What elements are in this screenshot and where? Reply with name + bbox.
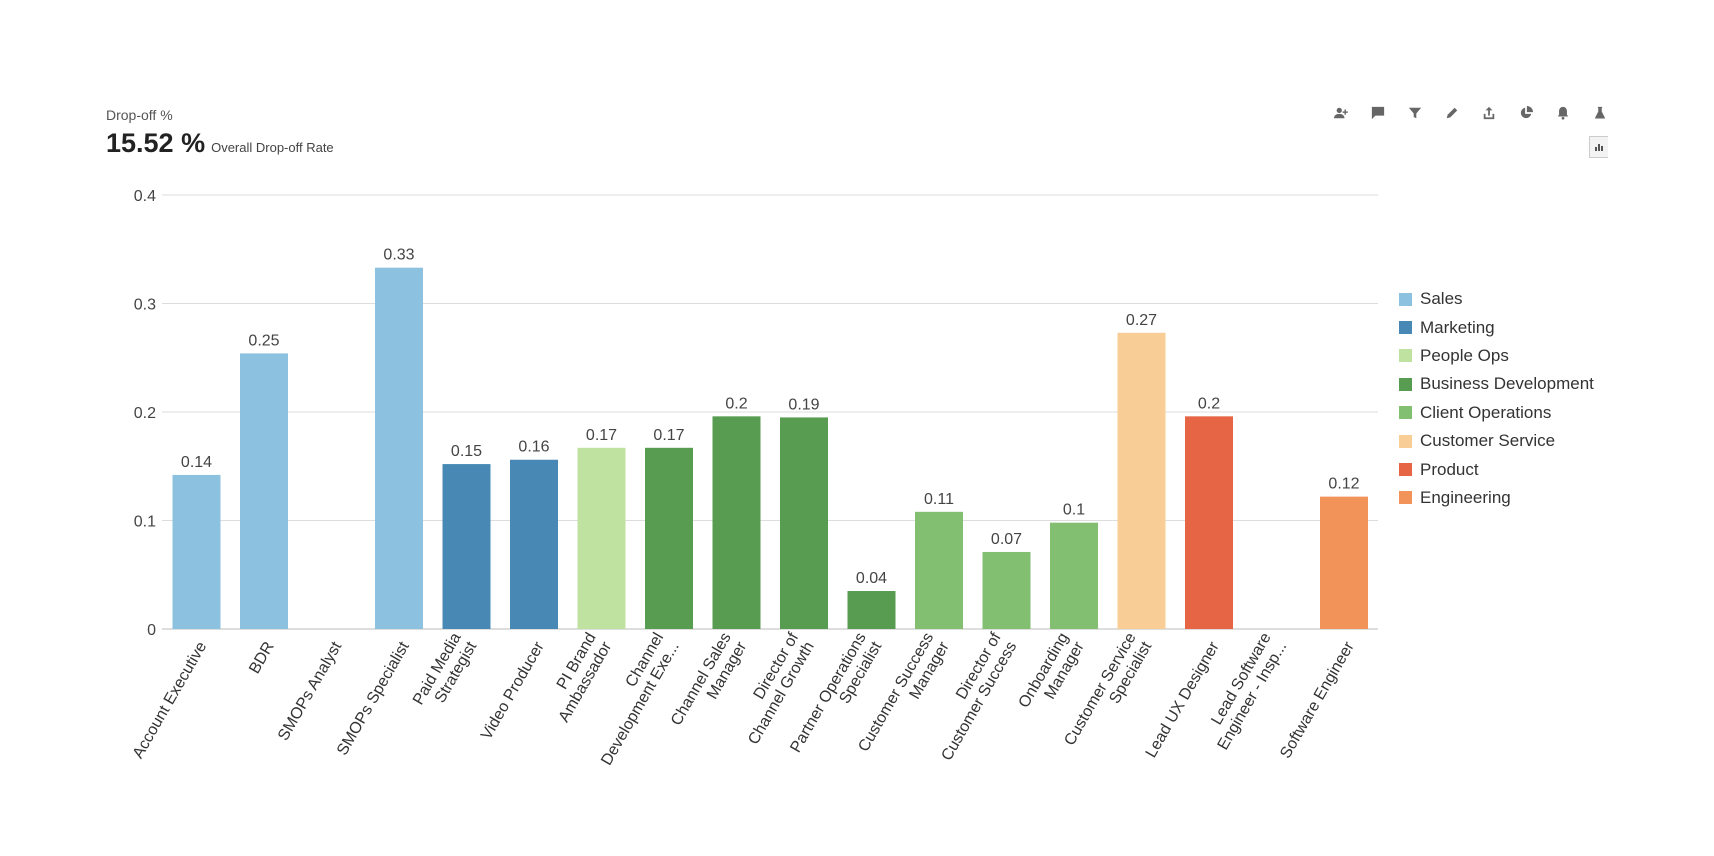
bar[interactable] xyxy=(1117,332,1166,629)
legend-swatch xyxy=(1399,463,1412,477)
legend-swatch xyxy=(1399,292,1412,306)
legend-item[interactable]: Sales xyxy=(1399,285,1594,313)
bar[interactable] xyxy=(1050,522,1098,629)
kpi-caption: Overall Drop-off Rate xyxy=(211,140,334,155)
bar[interactable] xyxy=(240,353,288,629)
x-tick-label: Lead UX Designer xyxy=(1143,638,1223,760)
bar-chart-icon xyxy=(1595,144,1603,151)
x-tick-label: Software Engineer xyxy=(1277,638,1358,761)
legend-item[interactable]: Client Operations xyxy=(1399,399,1594,427)
bar[interactable] xyxy=(172,474,221,629)
y-tick-label: 0.1 xyxy=(134,514,156,531)
pie-chart-icon[interactable] xyxy=(1517,104,1535,122)
legend-label: Customer Service xyxy=(1420,431,1556,451)
x-tick-label: Account Executive xyxy=(130,639,211,762)
legend-swatch xyxy=(1399,349,1412,363)
x-tick-label: BDR xyxy=(246,639,278,677)
y-tick-label: 0.3 xyxy=(134,297,156,314)
legend-item[interactable]: Engineering xyxy=(1399,484,1594,512)
legend-item[interactable]: Marketing xyxy=(1399,313,1594,341)
bar-value-label: 0.07 xyxy=(991,531,1022,548)
bar-value-label: 0.16 xyxy=(518,439,549,456)
chart-legend: Sales Marketing People Ops Business Develop… xyxy=(1399,285,1594,512)
x-tick-label: Video Producer xyxy=(478,638,548,742)
legend-label: Sales xyxy=(1420,289,1463,309)
kpi-value: 15.52 % xyxy=(106,128,206,158)
bar-value-label: 0.11 xyxy=(924,491,954,508)
bar[interactable] xyxy=(375,267,423,629)
edit-icon[interactable] xyxy=(1443,104,1461,122)
legend-swatch xyxy=(1399,491,1412,505)
legend-label: People Ops xyxy=(1420,345,1509,365)
x-tick-label-line: Software Engineer xyxy=(1277,638,1358,761)
x-tick-label-line: Video Producer xyxy=(478,638,548,742)
bar-value-label: 0.04 xyxy=(856,570,887,587)
view-toggle-button[interactable] xyxy=(1589,136,1608,158)
bar-value-label: 0.2 xyxy=(1198,395,1220,412)
bar[interactable] xyxy=(847,591,896,629)
legend-label: Client Operations xyxy=(1420,402,1552,422)
bar-value-label: 0.17 xyxy=(653,427,684,444)
legend-item[interactable]: Product xyxy=(1399,455,1594,483)
bar[interactable] xyxy=(442,464,491,629)
x-tick-label: SMOPs Analyst xyxy=(275,639,346,744)
y-tick-label: 0 xyxy=(147,622,156,639)
legend-item[interactable]: Business Development xyxy=(1399,370,1594,398)
bar-value-label: 0.25 xyxy=(248,332,279,349)
bar-value-label: 0.1 xyxy=(1063,502,1085,519)
bar[interactable] xyxy=(645,447,693,629)
bar[interactable] xyxy=(712,416,761,629)
filter-icon[interactable] xyxy=(1406,104,1424,122)
x-tick-label-line: Lead UX Designer xyxy=(1143,638,1223,760)
legend-label: Product xyxy=(1420,459,1479,479)
legend-swatch xyxy=(1399,406,1412,420)
bar[interactable] xyxy=(780,417,828,629)
legend-swatch xyxy=(1399,321,1412,335)
kpi-block: 15.52 % Overall Drop-off Rate xyxy=(106,128,334,159)
legend-swatch xyxy=(1399,377,1412,391)
share-icon[interactable] xyxy=(1480,104,1498,122)
legend-label: Business Development xyxy=(1420,374,1594,394)
bar-value-label: 0.33 xyxy=(383,247,414,264)
comment-icon[interactable] xyxy=(1369,104,1387,122)
bar[interactable] xyxy=(577,447,626,629)
legend-label: Marketing xyxy=(1420,317,1495,337)
x-tick-label-line: SMOPs Specialist xyxy=(334,639,413,759)
x-tick-label-line: Account Executive xyxy=(130,639,211,762)
bar-value-label: 0.12 xyxy=(1328,476,1359,493)
x-tick-label: SMOPs Specialist xyxy=(334,639,413,759)
bar-value-label: 0.14 xyxy=(181,454,212,471)
bell-icon[interactable] xyxy=(1554,104,1572,122)
bar[interactable] xyxy=(1320,496,1368,629)
x-tick-label-line: BDR xyxy=(246,639,278,677)
x-tick-label-line: SMOPs Analyst xyxy=(275,639,346,744)
widget-toolbar xyxy=(1332,104,1609,122)
flask-icon[interactable] xyxy=(1591,104,1609,122)
widget-title: Drop-off % xyxy=(106,107,173,123)
bar-value-label: 0.27 xyxy=(1126,312,1157,329)
bar-value-label: 0.17 xyxy=(586,427,617,444)
bar-value-label: 0.15 xyxy=(451,443,482,460)
y-tick-label: 0.2 xyxy=(134,405,156,422)
bar[interactable] xyxy=(982,551,1031,629)
bar[interactable] xyxy=(915,511,963,629)
legend-label: Engineering xyxy=(1420,487,1511,507)
y-tick-label: 0.4 xyxy=(134,188,156,205)
legend-swatch xyxy=(1399,434,1412,448)
legend-item[interactable]: Customer Service xyxy=(1399,427,1594,455)
legend-item[interactable]: People Ops xyxy=(1399,342,1594,370)
bar-value-label: 0.19 xyxy=(788,396,819,413)
bar-value-label: 0.2 xyxy=(725,395,747,412)
add-user-icon[interactable] xyxy=(1332,104,1350,122)
bar[interactable] xyxy=(1185,416,1233,629)
bar[interactable] xyxy=(510,459,558,629)
